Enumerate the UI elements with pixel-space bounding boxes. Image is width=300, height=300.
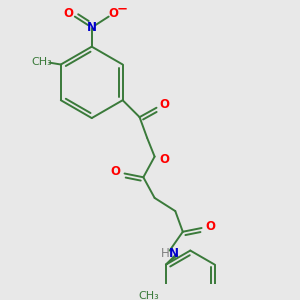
Text: CH₃: CH₃	[32, 57, 52, 67]
Text: O: O	[63, 7, 73, 20]
Text: O: O	[159, 98, 169, 111]
Text: O: O	[108, 7, 118, 20]
Text: H: H	[160, 247, 169, 260]
Text: O: O	[110, 165, 120, 178]
Text: N: N	[87, 21, 97, 34]
Text: O: O	[159, 153, 169, 166]
Text: CH₃: CH₃	[139, 291, 159, 300]
Text: O: O	[205, 220, 215, 232]
Text: N: N	[169, 247, 179, 260]
Text: −: −	[116, 3, 128, 16]
